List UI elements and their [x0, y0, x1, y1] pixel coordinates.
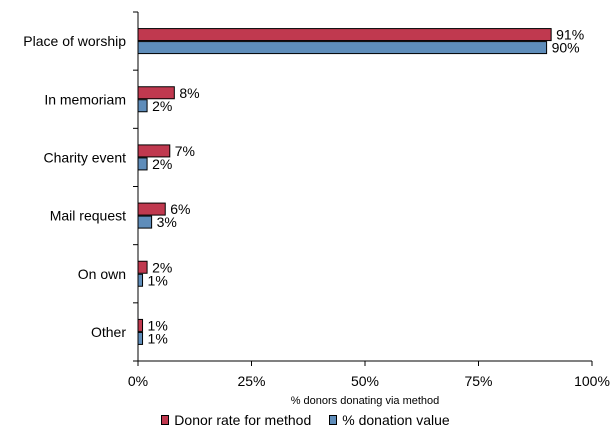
value-label-donation-value-place-of-worship: 90%: [552, 40, 580, 56]
x-tick-label-100: 100%: [574, 373, 610, 389]
x-tick-label-0: 0%: [128, 373, 148, 389]
value-label-donation-value-mail-request: 3%: [157, 214, 177, 230]
bar-donation-value-place-of-worship: [137, 41, 548, 55]
category-label-other: Other: [91, 324, 126, 340]
x-axis-title: % donors donating via method: [291, 395, 440, 407]
legend-item-donation-value: % donation value: [329, 412, 450, 428]
bar-donation-value-charity-event: [137, 157, 148, 171]
bar-donation-value-in-memoriam: [137, 99, 148, 113]
x-tick-label-50: 50%: [351, 373, 379, 389]
bar-donor-rate-for-method-place-of-worship: [137, 28, 552, 42]
bar-donor-rate-for-method-other: [137, 318, 144, 332]
x-tick-label-25: 25%: [237, 373, 265, 389]
value-label-donor-rate-for-method-in-memoriam: 8%: [179, 85, 199, 101]
value-label-donation-value-on-own: 1%: [148, 272, 168, 288]
bar-donation-value-mail-request: [137, 215, 153, 229]
value-label-donor-rate-for-method-on-own: 2%: [152, 259, 172, 275]
legend-swatch-donor-rate: [161, 415, 170, 425]
bar-donation-value-on-own: [137, 273, 144, 287]
category-label-charity-event: Charity event: [44, 149, 127, 165]
bars-layer: 91%90%8%2%7%2%6%3%2%1%1%1%: [137, 27, 584, 346]
legend-swatch-donation-value: [329, 415, 338, 425]
bar-chart-svg: 91%90%8%2%7%2%6%3%2%1%1%1% Place of wors…: [23, 11, 610, 407]
value-label-donation-value-in-memoriam: 2%: [152, 98, 172, 114]
value-label-donation-value-other: 1%: [148, 330, 168, 346]
axis-layer: Place of worship In memoriam Charity event…: [23, 11, 610, 389]
category-label-in-memoriam: In memoriam: [44, 91, 126, 107]
category-label-mail-request: Mail request: [50, 208, 126, 224]
value-label-donor-rate-for-method-place-of-worship: 91%: [556, 27, 584, 43]
legend-label-donor-rate: Donor rate for method: [174, 412, 312, 428]
value-label-donor-rate-for-method-other: 1%: [148, 317, 168, 333]
legend-item-donor-rate: Donor rate for method: [161, 412, 311, 428]
bar-donor-rate-for-method-on-own: [137, 260, 148, 274]
legend: Donor rate for method % donation value: [0, 410, 611, 430]
x-tick-label-75: 75%: [464, 373, 492, 389]
category-label-place-of-worship: Place of worship: [23, 33, 126, 49]
legend-label-donation-value: % donation value: [342, 412, 450, 428]
value-label-donor-rate-for-method-charity-event: 7%: [175, 143, 195, 159]
bar-donation-value-other: [137, 331, 144, 345]
category-label-on-own: On own: [78, 266, 126, 282]
value-label-donation-value-charity-event: 2%: [152, 156, 172, 172]
value-label-donor-rate-for-method-mail-request: 6%: [170, 201, 190, 217]
